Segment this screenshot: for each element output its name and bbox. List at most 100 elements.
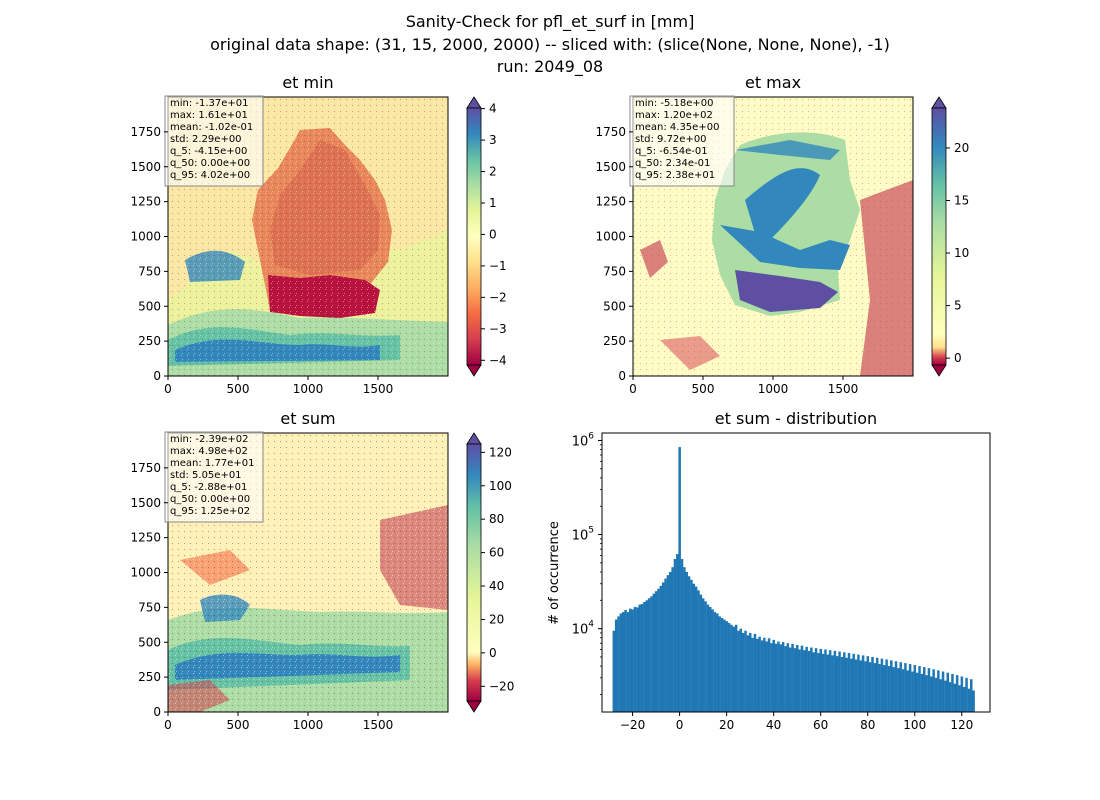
hist-bar [708,606,712,712]
hist-bar [906,670,910,712]
hist-bar [636,607,639,712]
y-tick-label: 500 [138,299,161,313]
hist-bar [894,661,898,712]
colorbar-tick-label: 0 [489,227,497,241]
hist-bar [720,617,724,712]
hist-bar [657,588,660,712]
et-max-colorbar [931,96,947,377]
y-tick-label: 1000 [130,230,161,244]
hist-bar [774,643,778,712]
hist-bar [899,662,902,712]
hist-bar [704,601,707,712]
hist-bar [694,586,698,712]
hist-bar [713,612,717,712]
hist-x-tick-label: 40 [766,718,781,732]
y-tick-label: 250 [138,334,161,348]
hist-bar [915,672,919,712]
hist-bar [908,664,912,712]
hist-bar [796,644,799,712]
hist-bar [631,609,634,712]
hist-bar [835,656,839,712]
hist-bar [890,660,893,712]
hist-x-tick-label: 80 [860,718,875,732]
hist-bar [652,593,656,712]
stat-line: min: -2.39e+02 [170,434,249,445]
hist-bar [939,679,942,712]
colorbar-tick-label: 20 [489,612,504,626]
colorbar-tick-label: 1 [489,196,497,210]
hist-bar [701,598,705,712]
hist-x-tick-label: 100 [903,718,926,732]
hist-bar [911,671,914,712]
hist-bar [812,652,815,712]
stat-line: max: 4.98e+02 [170,446,248,457]
y-tick-label: 1750 [130,461,161,475]
et-max-stats-box: min: -5.18e+00 max: 1.20e+02 mean: 4.35e… [629,95,735,187]
hist-bar [617,616,620,712]
hist-bar [800,645,804,712]
hist-bar [944,680,947,712]
figure-title-line1: Sanity-Check for pfl_et_surf in [mm] [405,12,695,31]
colorbar-tick-label: 40 [489,579,504,593]
colorbar-tick-label: 15 [954,193,969,207]
y-tick-label: 0 [153,369,161,383]
hist-bar [821,653,825,712]
hist-y-tick-label: 106 [572,431,595,449]
hist-x-tick-label: 120 [950,718,973,732]
hist-bar [683,567,686,712]
hist-bar [880,658,884,712]
hist-bar [756,638,759,712]
colorbar-tick-label: 60 [489,546,504,560]
stat-line: min: -5.18e+00 [635,98,714,109]
hist-title: et sum - distribution [715,409,877,428]
hist-bar [972,690,975,712]
hist-bar [711,609,714,712]
hist-bar [671,567,674,712]
hist-bar [859,660,862,712]
y-tick-label: 250 [138,670,161,684]
hist-bar [643,601,646,712]
hist-bar [753,633,757,712]
hist-bar [647,598,651,712]
hist-bar [706,604,710,712]
hist-bar [690,579,693,712]
hist-bar [760,640,764,712]
hist-bar [843,652,846,712]
hist-bar [746,635,750,712]
hist-bar [751,637,754,712]
hist-bar [654,591,658,712]
et-max-title: et max [745,73,801,92]
stat-line: std: 5.05e+01 [170,470,242,481]
hist-bar [718,616,721,712]
hist-bar [833,650,837,712]
stat-line: q_50: 2.34e-01 [635,158,710,169]
hist-bar [661,582,665,712]
hist-bar [699,594,703,712]
hist-bar [624,609,627,712]
hist-bar [901,669,905,712]
hist-bar [920,673,924,712]
hist-bar [772,639,775,712]
hist-bar [883,665,886,712]
colorbar-tick-label: 0 [489,646,497,660]
y-tick-label: 0 [153,705,161,719]
stat-line: q_95: 1.25e+02 [170,506,250,517]
hist-bar [857,654,860,712]
y-tick-label: 1750 [595,125,626,139]
hist-bar [678,447,681,712]
colorbar-tick-label: −2 [489,290,507,304]
hist-bar [640,603,644,712]
y-tick-label: 1000 [130,566,161,580]
y-tick-label: 500 [603,299,626,313]
hist-bar [664,578,667,712]
hist-bar [725,621,728,712]
hist-bar [861,655,865,712]
stat-line: q_50: 0.00e+00 [170,494,250,505]
hist-bar [638,604,641,712]
colorbar-tick-label: 3 [489,133,497,147]
colorbar-tick-label: 20 [954,141,969,155]
hist-bar [850,658,853,712]
et-min-title: et min [282,73,333,92]
hist-bar [791,643,794,712]
